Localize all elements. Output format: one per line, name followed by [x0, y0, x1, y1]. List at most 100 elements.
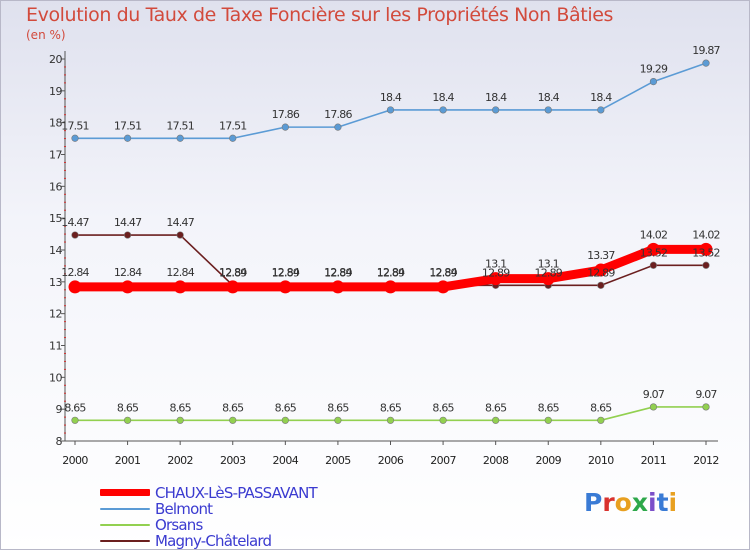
data-point: [176, 231, 184, 239]
data-point: [278, 280, 292, 294]
data-label: 12.89: [429, 266, 457, 279]
data-label: 12.89: [324, 266, 352, 279]
data-label: 12.89: [587, 266, 615, 279]
data-point: [492, 106, 500, 114]
x-tick-label: 2006: [378, 454, 404, 467]
data-point: [226, 280, 240, 294]
data-label: 17.86: [272, 108, 300, 121]
proxiti-logo: Proxiti: [584, 488, 677, 517]
x-tick-label: 2003: [220, 454, 246, 467]
data-label: 12.84: [377, 266, 405, 279]
y-tick-label: 9: [56, 403, 63, 416]
series-0: [68, 242, 713, 294]
x-tick-label: 2005: [325, 454, 351, 467]
x-tick-label: 2000: [62, 454, 88, 467]
data-point: [71, 134, 79, 142]
data-label: 13.1: [538, 258, 559, 271]
y-tick-label: 12: [49, 308, 62, 321]
data-label: 14.47: [61, 216, 89, 229]
data-label: 14.02: [692, 228, 720, 241]
data-point: [71, 231, 79, 239]
y-tick-label: 14: [49, 244, 62, 257]
data-label: 18.4: [485, 91, 507, 104]
x-tick-label: 2012: [693, 454, 719, 467]
data-point: [123, 134, 132, 142]
y-tick-label: 10: [49, 371, 62, 384]
logo-letter: x: [631, 488, 648, 517]
data-point: [281, 123, 289, 131]
data-label: 12.89: [535, 266, 563, 279]
axes: 8 9 10 11 12 13 14 15 16 17 18 19 20 2000 2001 2002 2003…: [49, 51, 719, 467]
logo-letter: P: [584, 488, 603, 517]
data-point: [702, 403, 710, 411]
data-point: [439, 106, 447, 114]
data-point: [597, 281, 605, 289]
point-labels: 12.84 12.84 12.84 12.84 12.84 12.84 12.84 12.84…: [61, 44, 721, 414]
data-point: [649, 78, 658, 86]
data-label: 12.89: [219, 266, 247, 279]
data-point: [541, 272, 555, 286]
logo-letter: i: [668, 488, 678, 517]
data-point: [594, 263, 608, 277]
y-tick-label: 20: [49, 53, 62, 66]
data-label: 13.1: [485, 258, 506, 271]
data-point: [544, 416, 552, 424]
data-point: [229, 416, 237, 424]
data-label: 13.52: [692, 246, 720, 259]
data-point: [597, 416, 605, 424]
data-label: 12.84: [114, 266, 142, 279]
data-point: [436, 280, 450, 294]
y-tick-label: 17: [49, 149, 62, 162]
data-point: [646, 242, 660, 256]
legend-label: Belmont: [155, 500, 213, 518]
legend-label: Orsans: [155, 516, 203, 534]
chart-title: Evolution du Taux de Taxe Foncière sur l…: [26, 4, 614, 26]
data-label: 12.84: [272, 266, 300, 279]
data-label: 9.07: [695, 388, 717, 401]
data-label: 17.86: [324, 108, 352, 121]
data-point: [173, 280, 187, 294]
legend-swatch: [100, 489, 150, 496]
x-tick-label: 2002: [167, 454, 193, 467]
data-label: 9.07: [643, 388, 665, 401]
data-point: [702, 261, 710, 269]
data-label: 12.84: [324, 266, 352, 279]
data-point: [176, 416, 184, 424]
data-label: 8.65: [64, 401, 86, 414]
data-label: 12.84: [219, 266, 247, 279]
data-label: 19.29: [640, 63, 668, 76]
logo-letter: t: [656, 488, 669, 517]
data-point: [384, 280, 397, 294]
data-point: [331, 280, 345, 294]
series-lines: [68, 59, 713, 424]
y-tick-label: 11: [49, 340, 62, 353]
data-label: 12.84: [429, 266, 457, 279]
legend-swatch: [100, 540, 150, 542]
data-point: [386, 106, 395, 114]
data-point: [123, 416, 132, 424]
legend-swatch: [100, 524, 150, 526]
data-point: [597, 106, 605, 114]
series-1: [71, 59, 710, 142]
data-label: 8.65: [170, 401, 192, 414]
x-tick-label: 2011: [641, 454, 667, 467]
data-label: 18.4: [590, 91, 612, 104]
data-point: [699, 242, 713, 256]
data-label: 8.65: [380, 401, 402, 414]
data-label: 8.65: [275, 401, 297, 414]
data-point: [334, 123, 342, 131]
data-label: 12.89: [377, 266, 405, 279]
data-label: 17.51: [61, 119, 89, 132]
legend-label: Magny-Châtelard: [155, 532, 272, 550]
data-label: 12.84: [166, 266, 194, 279]
y-tick-label: 19: [49, 85, 62, 98]
x-tick-label: 2009: [535, 454, 561, 467]
data-label: 8.65: [538, 401, 560, 414]
data-point: [649, 403, 658, 411]
data-label: 14.47: [166, 216, 194, 229]
legend-swatch: [100, 508, 150, 510]
data-label: 8.65: [590, 401, 612, 414]
data-point: [123, 231, 132, 239]
data-point: [229, 134, 237, 142]
